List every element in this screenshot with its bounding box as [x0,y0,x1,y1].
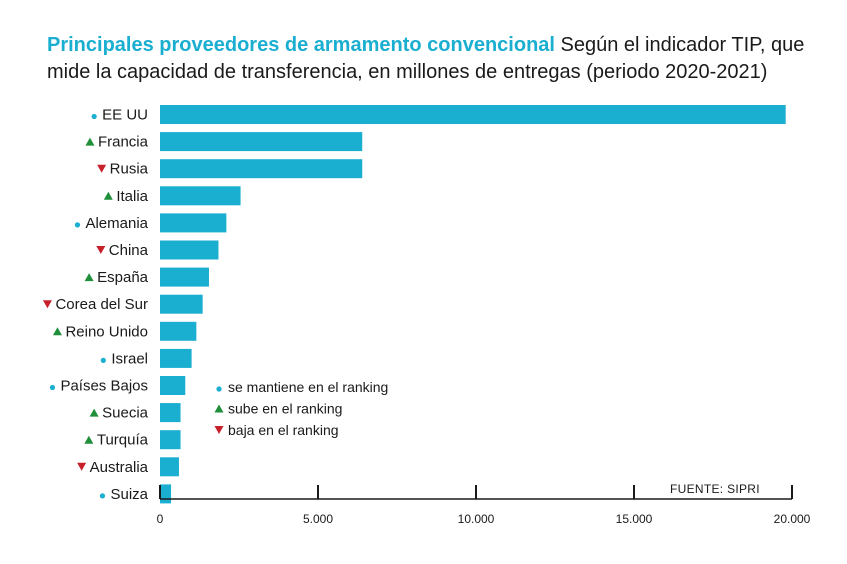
bar [160,159,363,179]
category-label: Suecia [102,405,149,422]
x-tick-label: 0 [157,512,164,526]
legend-marker-icon [216,386,222,392]
bar [160,457,179,477]
legend-marker-icon [214,404,224,413]
category-label: Suiza [110,486,148,503]
bar [160,376,186,395]
legend-item-label: baja en el ranking [228,422,339,438]
x-axis-group: 0 5.000 10.000 15.000 20.000 [157,485,811,526]
bar [160,213,227,233]
bar [160,240,219,260]
category-label: Corea del Sur [55,296,148,313]
trend-marker-icon [85,137,95,146]
bar [160,105,786,124]
trend-marker-icon [84,435,94,444]
x-tick-label: 10.000 [458,512,495,526]
trend-marker-icon [77,462,87,471]
bar [160,294,203,314]
category-label: China [109,242,149,259]
trend-marker-icon [91,113,97,120]
legend-item-label: se mantiene en el ranking [228,379,388,395]
x-tick-label: 20.000 [774,512,811,526]
bar [160,403,181,423]
trend-marker-icon [97,164,107,173]
legend: se mantiene en el ranking sube en el rank… [214,379,388,438]
trend-marker-icon [96,246,106,254]
trend-marker-icon [103,191,113,200]
category-label: Turquía [97,432,149,449]
category-labels-group: EE UU Francia Rusia Italia Alemania China Espa… [42,107,149,503]
category-label: Rusia [110,161,149,178]
trend-marker-icon [89,408,99,417]
legend-item-label: sube en el ranking [228,401,342,417]
trend-marker-icon [49,384,56,391]
bar [160,348,192,368]
bar [160,430,181,450]
category-label: Israel [111,350,148,367]
category-label: Francia [98,134,149,151]
chart-title: Principales proveedores de armamento con… [47,34,555,56]
legend-marker-icon [214,426,224,434]
trend-marker-icon [100,357,106,363]
bar [160,267,209,287]
chart-subtitle: Según el indicador TIP, que mide la capa… [47,34,805,83]
bars-group [160,105,786,504]
category-label: EE UU [102,107,148,124]
trend-marker-icon [99,493,106,499]
x-tick-label: 15.000 [616,512,653,526]
trend-marker-icon [52,327,62,336]
chart-header: Principales proveedores de armamento con… [47,32,837,86]
bar [160,321,197,341]
source-label: FUENTE: SIPRI [670,482,760,496]
x-tick-label: 5.000 [303,512,333,526]
category-label: Italia [116,188,148,205]
bar [160,484,172,504]
category-label: España [97,269,149,286]
trend-marker-icon [42,300,52,309]
category-label: Alemania [85,215,148,232]
trend-marker-icon [84,273,94,282]
bar [160,132,363,152]
category-label: Países Bajos [60,378,148,395]
bar [160,186,241,206]
trend-marker-icon [74,222,81,228]
category-label: Australia [90,459,149,476]
category-label: Reino Unido [65,323,148,340]
